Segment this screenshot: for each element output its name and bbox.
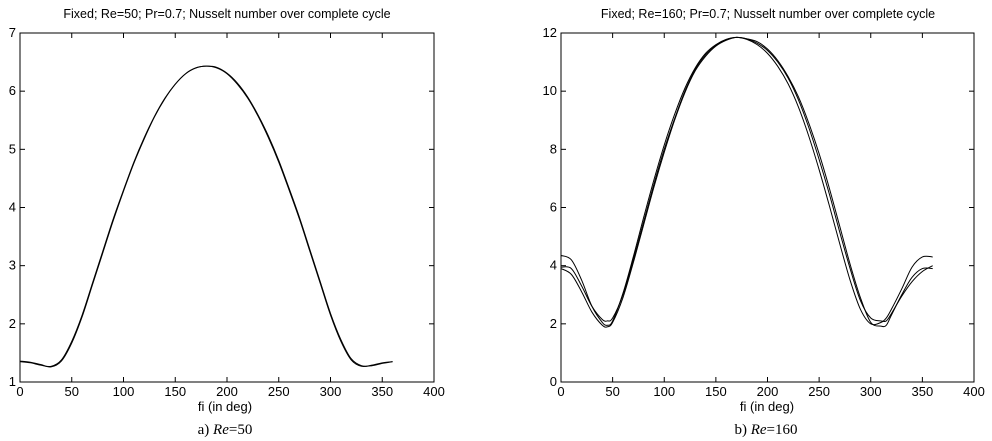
chart-a-y-ticks: 1 2 3 4 5 6 7 [9, 25, 434, 389]
y-tick-label: 4 [9, 200, 16, 215]
chart-a-x-axis-label: fi (in deg) [198, 399, 252, 414]
y-tick-label: 7 [9, 25, 16, 40]
chart-b: Fixed; Re=160; Pr=0.7; Nusselt number ov… [543, 7, 985, 438]
y-tick-label: 6 [9, 83, 16, 98]
chart-b-caption-suffix: =160 [767, 422, 798, 438]
y-tick-label: 8 [550, 141, 557, 156]
x-tick-label: 150 [705, 384, 727, 399]
x-tick-label: 150 [164, 384, 186, 399]
chart-b-x-ticks: 0 50 100 150 200 250 300 350 400 [557, 33, 985, 399]
x-tick-label: 400 [963, 384, 985, 399]
x-tick-label: 50 [605, 384, 619, 399]
y-tick-label: 12 [543, 25, 557, 40]
chart-a-caption-italic: Re [212, 422, 229, 438]
chart-b-series [560, 36, 933, 328]
chart-b-title: Fixed; Re=160; Pr=0.7; Nusselt number ov… [601, 7, 935, 21]
x-tick-label: 100 [653, 384, 675, 399]
y-tick-label: 2 [9, 316, 16, 331]
x-tick-label: 300 [860, 384, 882, 399]
series-line-2 [560, 36, 933, 326]
series-line-1 [19, 65, 393, 368]
chart-b-y-ticks: 0 2 4 6 8 10 12 [543, 25, 974, 389]
x-tick-label: 250 [808, 384, 830, 399]
series-line-3 [560, 36, 933, 323]
x-tick-label: 350 [912, 384, 934, 399]
y-tick-label: 3 [9, 258, 16, 273]
x-tick-label: 350 [371, 384, 393, 399]
series-line-1 [560, 36, 933, 328]
chart-b-caption-prefix: b) [734, 422, 750, 438]
series-line-2 [19, 65, 393, 368]
y-tick-label: 1 [9, 374, 16, 389]
y-tick-label: 4 [550, 258, 557, 273]
x-tick-label: 250 [268, 384, 290, 399]
chart-a-caption: a) Re=50 [198, 422, 253, 438]
y-tick-label: 10 [543, 83, 557, 98]
chart-a-caption-suffix: =50 [229, 422, 252, 438]
x-tick-label: 100 [113, 384, 135, 399]
chart-a: Fixed; Re=50; Pr=0.7; Nusselt number ove… [9, 7, 445, 438]
y-tick-label: 2 [550, 316, 557, 331]
x-tick-label: 50 [65, 384, 79, 399]
x-tick-label: 0 [16, 384, 23, 399]
y-tick-label: 0 [550, 374, 557, 389]
x-tick-label: 200 [757, 384, 779, 399]
chart-a-plot-frame [19, 32, 435, 383]
chart-a-title: Fixed; Re=50; Pr=0.7; Nusselt number ove… [63, 7, 390, 21]
chart-b-caption: b) Re=160 [734, 422, 797, 438]
chart-a-x-ticks: 0 50 100 150 200 250 300 350 400 [16, 33, 445, 399]
y-tick-label: 5 [9, 141, 16, 156]
chart-b-plot-frame [560, 32, 975, 383]
x-tick-label: 400 [423, 384, 445, 399]
x-tick-label: 300 [320, 384, 342, 399]
chart-a-series [19, 65, 393, 368]
chart-a-caption-prefix: a) [198, 422, 213, 438]
chart-b-caption-italic: Re [750, 422, 767, 438]
x-tick-label: 0 [557, 384, 564, 399]
y-tick-label: 6 [550, 200, 557, 215]
x-tick-label: 200 [216, 384, 238, 399]
chart-b-x-axis-label: fi (in deg) [740, 399, 794, 414]
